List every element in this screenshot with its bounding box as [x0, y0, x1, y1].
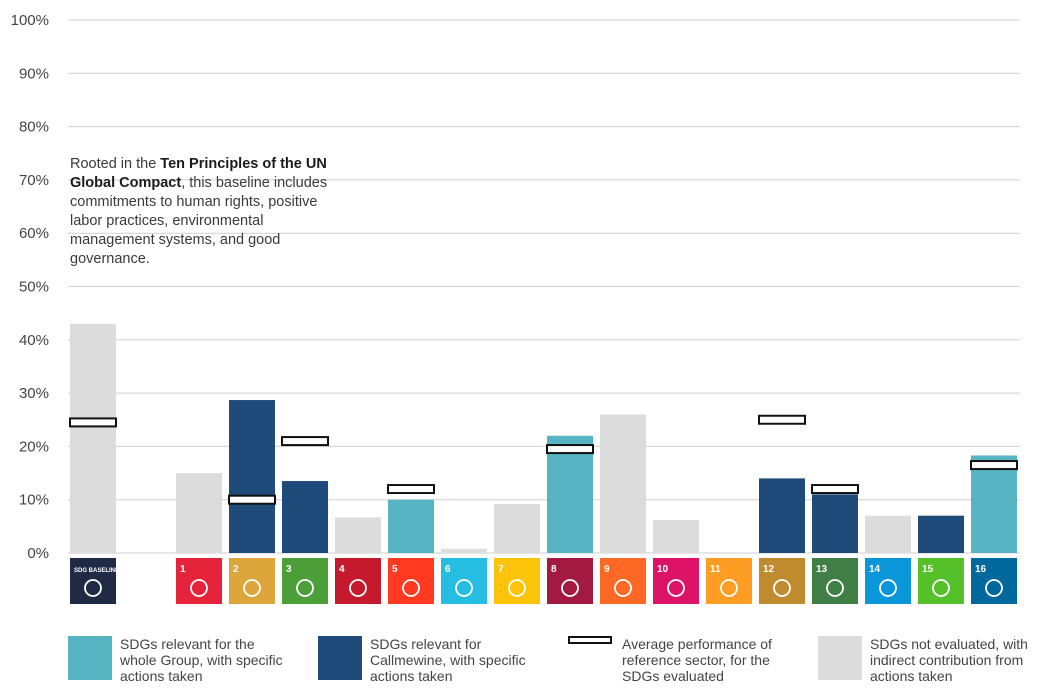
sector-average-marker: [758, 414, 806, 425]
sector-average-marker: [69, 417, 117, 428]
sector-average-marker: [970, 460, 1018, 471]
sdg-icon-label: 4: [339, 564, 345, 575]
sdg-icon-label: SDG BASELINE: [74, 568, 119, 574]
y-tick-label: 60%: [19, 225, 49, 242]
bar: [282, 481, 328, 553]
sdg-pictogram-icon: [243, 579, 261, 597]
bar: [812, 494, 858, 553]
sdg-pictogram-icon: [84, 579, 102, 597]
sdg-bar-chart: 0% 10% 20% 30% 40% 50% 60% 70% 80% 90% 100% SDG BAS…: [11, 12, 1020, 604]
sector-average-marker: [281, 436, 329, 447]
sdg-icon-label: 5: [392, 564, 398, 575]
sdg-icon-label: 6: [445, 564, 451, 575]
legend-swatch-group: [68, 636, 112, 680]
legend-label-average: Average performance of reference sector,…: [622, 636, 772, 684]
sdg-pictogram-icon: [985, 579, 1003, 597]
sdg-pictogram-icon: [932, 579, 950, 597]
baseline-note: Rooted in the Ten Principles of the UN G…: [70, 155, 330, 269]
y-tick-label: 30%: [19, 385, 49, 402]
bar: [653, 519, 699, 553]
sdg-icon-label: 2: [233, 564, 239, 575]
sdg-icon-label: 11: [710, 564, 721, 575]
bar: [547, 435, 593, 553]
legend-item-callmewine: SDGs relevant for Callmewine, with speci…: [318, 636, 540, 684]
sdg-icon-label: 15: [922, 564, 934, 575]
sector-average-marker: [546, 444, 594, 455]
legend: SDGs relevant for the whole Group, with …: [0, 636, 1041, 691]
sdg-pictogram-icon: [349, 579, 367, 597]
legend-item-average: Average performance of reference sector,…: [568, 636, 792, 684]
legend-label-group: SDGs relevant for the whole Group, with …: [120, 636, 283, 684]
sdg-pictogram-icon: [826, 579, 844, 597]
sdg-pictogram-icon: [773, 579, 791, 597]
sdg-pictogram-icon: [667, 579, 685, 597]
bar: [865, 515, 911, 553]
note-post: , this baseline includes commitments to …: [70, 175, 328, 267]
sdg-icon-label: 13: [816, 564, 828, 575]
y-tick-label: 40%: [19, 332, 49, 349]
bar: [494, 503, 540, 553]
bar: [918, 515, 964, 553]
sdg-pictogram-icon: [296, 579, 314, 597]
sdg-icon-label: 14: [869, 564, 881, 575]
bar: [229, 400, 275, 553]
note-bold: Ten Principles of the UN Global Compact: [70, 156, 327, 191]
sdg-icon-label: 8: [551, 564, 557, 575]
legend-label-callmewine: SDGs relevant for Callmewine, with speci…: [370, 636, 526, 684]
sdg-pictogram-icon: [455, 579, 473, 597]
sdg-icon-label: 1: [180, 564, 186, 575]
y-tick-label: 0%: [27, 545, 49, 562]
sector-average-marker: [811, 484, 859, 495]
sector-average-marker: [387, 484, 435, 495]
note-pre: Rooted in the: [70, 156, 161, 172]
bar: [600, 414, 646, 553]
sdg-pictogram-icon: [190, 579, 208, 597]
bar: [441, 548, 487, 553]
sdg-pictogram-icon: [508, 579, 526, 597]
sdg-icon-label: 12: [763, 564, 775, 575]
legend-swatch-not-evaluated: [818, 636, 862, 680]
y-tick-label: 100%: [11, 12, 49, 29]
sector-average-marker: [228, 494, 276, 505]
y-tick-label: 90%: [19, 65, 49, 82]
legend-item-group: SDGs relevant for the whole Group, with …: [68, 636, 290, 684]
bar: [971, 455, 1017, 553]
sdg-icon-label: 9: [604, 564, 610, 575]
y-tick-label: 10%: [19, 492, 49, 509]
y-tick-label: 70%: [19, 172, 49, 189]
y-tick-label: 20%: [19, 438, 49, 455]
sdg-pictogram-icon: [614, 579, 632, 597]
sdg-pictogram-icon: [402, 579, 420, 597]
legend-swatch-average: [568, 636, 612, 644]
legend-swatch-callmewine: [318, 636, 362, 680]
legend-label-not-evaluated: SDGs not evaluated, with indirect contri…: [870, 636, 1028, 684]
bar: [388, 499, 434, 553]
bar: [70, 323, 116, 553]
sdg-icon-label: 10: [657, 564, 669, 575]
sdg-icon-label: 3: [286, 564, 292, 575]
bar: [759, 478, 805, 553]
sdg-icon-tile: [70, 558, 116, 604]
sdg-pictogram-icon: [879, 579, 897, 597]
sdg-icon-label: 16: [975, 564, 987, 575]
y-tick-label: 80%: [19, 119, 49, 136]
bar: [176, 473, 222, 553]
sdg-icon-label: 7: [498, 564, 504, 575]
legend-item-not-evaluated: SDGs not evaluated, with indirect contri…: [818, 636, 1041, 684]
sdg-pictogram-icon: [561, 579, 579, 597]
bar: [335, 517, 381, 553]
y-tick-label: 50%: [19, 279, 49, 296]
sdg-pictogram-icon: [720, 579, 738, 597]
